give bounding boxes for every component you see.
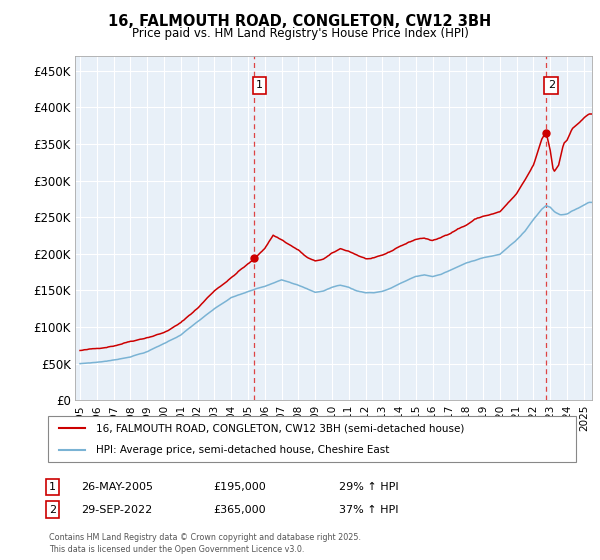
Text: 1: 1 (49, 482, 56, 492)
FancyBboxPatch shape (48, 416, 576, 462)
Text: HPI: Average price, semi-detached house, Cheshire East: HPI: Average price, semi-detached house,… (95, 445, 389, 455)
Text: 16, FALMOUTH ROAD, CONGLETON, CW12 3BH: 16, FALMOUTH ROAD, CONGLETON, CW12 3BH (109, 14, 491, 29)
Text: 29-SEP-2022: 29-SEP-2022 (81, 505, 152, 515)
Text: 26-MAY-2005: 26-MAY-2005 (81, 482, 153, 492)
Text: 2: 2 (548, 80, 555, 90)
Text: Contains HM Land Registry data © Crown copyright and database right 2025.
This d: Contains HM Land Registry data © Crown c… (49, 533, 361, 554)
Text: £195,000: £195,000 (213, 482, 266, 492)
Text: 29% ↑ HPI: 29% ↑ HPI (339, 482, 398, 492)
Text: Price paid vs. HM Land Registry's House Price Index (HPI): Price paid vs. HM Land Registry's House … (131, 27, 469, 40)
Text: 2: 2 (49, 505, 56, 515)
Text: £365,000: £365,000 (213, 505, 266, 515)
Text: 1: 1 (256, 80, 263, 90)
Text: 16, FALMOUTH ROAD, CONGLETON, CW12 3BH (semi-detached house): 16, FALMOUTH ROAD, CONGLETON, CW12 3BH (… (95, 423, 464, 433)
Text: 37% ↑ HPI: 37% ↑ HPI (339, 505, 398, 515)
